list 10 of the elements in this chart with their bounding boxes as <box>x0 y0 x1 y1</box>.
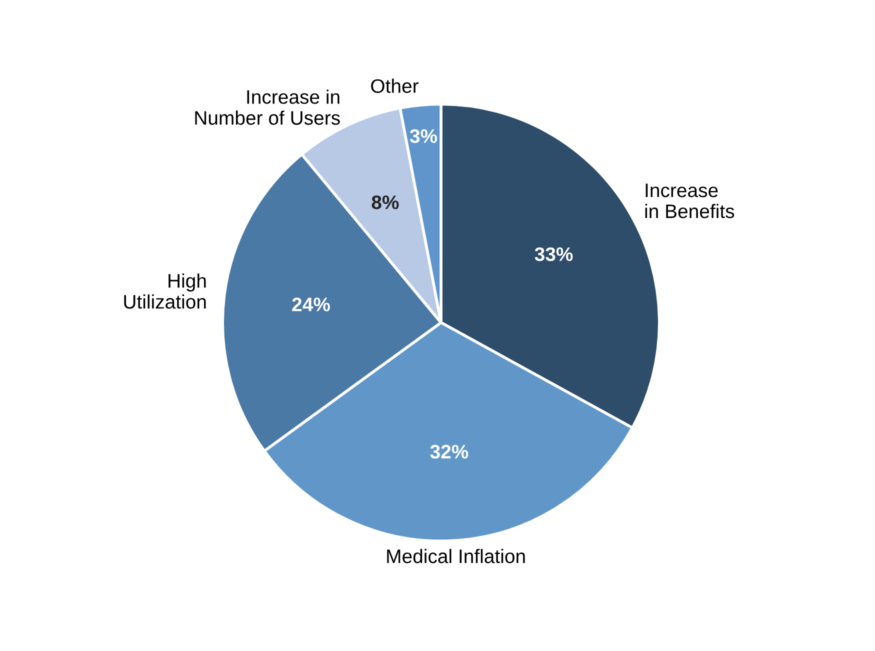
data-label: 32% <box>430 444 468 459</box>
slice-label: Increase in Benefits <box>645 184 734 218</box>
slice-label: High Utilization <box>124 273 206 309</box>
data-label: 8% <box>372 195 399 210</box>
slice-label: Increase in Number of Users <box>195 90 340 125</box>
data-label: 3% <box>410 129 438 143</box>
slice-label: Other <box>371 78 418 93</box>
slice-label: Medical Inflation <box>387 548 525 564</box>
data-label: 24% <box>292 298 330 312</box>
data-label: 33% <box>534 247 573 262</box>
